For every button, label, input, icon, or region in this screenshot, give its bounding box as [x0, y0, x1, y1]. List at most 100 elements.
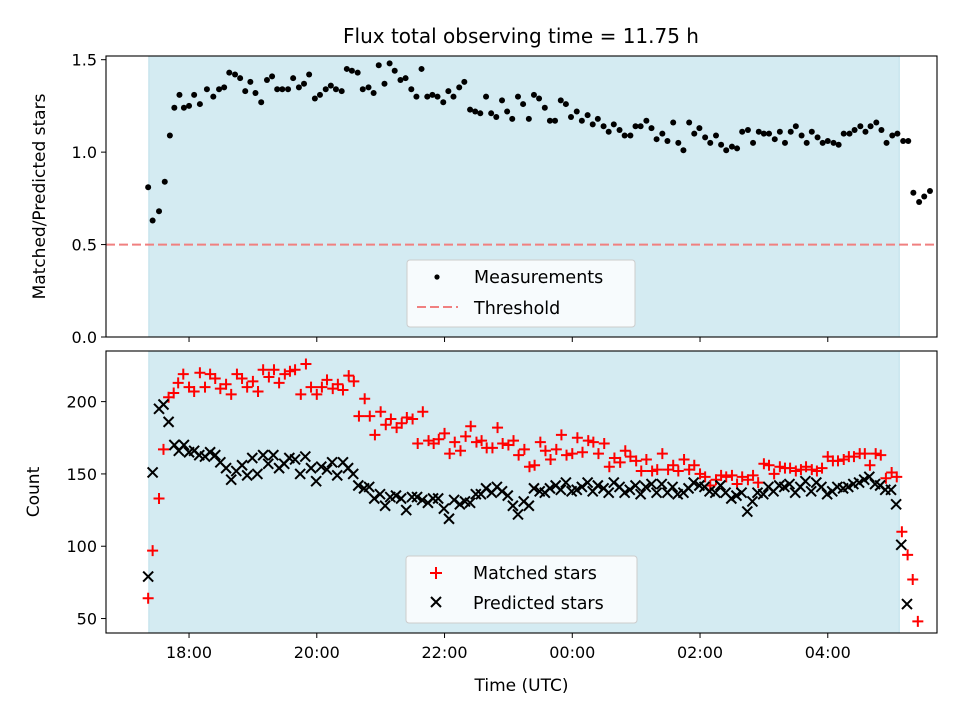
measurement-point — [483, 93, 490, 100]
predicted-star-point — [142, 570, 154, 583]
predicted-star-point — [236, 459, 248, 471]
measurement-point — [910, 189, 917, 196]
measurement-point — [664, 138, 671, 145]
predicted-star-point — [162, 416, 175, 428]
matched-star-point — [651, 464, 663, 476]
measurement-point — [429, 91, 436, 98]
matched-star-point — [752, 477, 764, 489]
measurement-point — [279, 86, 286, 93]
measurement-point — [755, 128, 762, 135]
matched-star-point — [375, 406, 387, 418]
predicted-star-point — [634, 488, 647, 500]
matched-star-point — [529, 459, 541, 471]
predicted-star-point — [257, 449, 269, 461]
measurement-point — [258, 99, 265, 106]
measurement-point — [156, 208, 163, 215]
matched-star-point — [758, 458, 770, 470]
matched-star-point — [241, 381, 253, 393]
measurement-point — [477, 110, 484, 117]
measurement-point — [916, 199, 923, 206]
predicted-star-point — [714, 479, 727, 492]
bottom-y-tick-label: 50 — [77, 610, 97, 629]
measurement-point — [541, 104, 548, 111]
matched-star-point — [736, 471, 748, 483]
predicted-star-point — [602, 487, 615, 499]
matched-star-point — [289, 364, 301, 376]
measurement-point — [814, 134, 821, 141]
predicted-star-point — [655, 478, 668, 490]
predicted-star-point — [560, 476, 572, 489]
top-y-axis-label: Matched/Predicted stars — [30, 93, 50, 299]
measurement-point — [562, 101, 569, 108]
predicted-star-point — [581, 476, 594, 489]
predicted-star-point — [220, 462, 232, 474]
bottom-y-tick-label: 150 — [66, 465, 97, 484]
matched-star-point — [614, 456, 626, 468]
measurement-point — [824, 138, 831, 145]
matched-star-point — [513, 449, 525, 461]
predicted-star-point — [650, 487, 663, 499]
predicted-star-point — [528, 482, 540, 495]
matched-star-point — [539, 445, 551, 457]
measurement-point — [718, 141, 725, 148]
predicted-star-point — [438, 502, 450, 515]
measurement-point — [862, 128, 869, 135]
measurement-point — [659, 130, 666, 137]
predicted-star-point — [267, 449, 280, 461]
matched-star-point — [401, 412, 413, 424]
matched-star-point — [257, 364, 269, 376]
matched-star-point — [880, 472, 892, 484]
measurement-point — [546, 117, 553, 124]
measurement-point — [145, 184, 152, 191]
matched-star-point — [268, 364, 280, 376]
bottom-y-axis-label: Count — [24, 466, 44, 517]
predicted-star-point — [395, 492, 407, 505]
measurement-point — [176, 91, 183, 98]
measurement-point — [900, 138, 907, 145]
measurement-point — [803, 139, 810, 146]
bottom-legend-box — [405, 555, 638, 624]
x-tick-label: 00:00 — [549, 643, 595, 662]
matched-star-point — [364, 410, 376, 422]
predicted-star-point — [544, 482, 556, 495]
measurement-point — [739, 128, 746, 135]
measurement-point — [653, 136, 660, 143]
predicted-star-point — [502, 489, 514, 502]
matched-star-point — [321, 374, 333, 386]
predicted-star-point — [299, 450, 311, 463]
predicted-star-point — [246, 452, 258, 464]
matched-star-point — [444, 448, 456, 460]
matched-star-point — [571, 432, 583, 444]
measurement-point — [285, 86, 292, 93]
measurement-point — [883, 139, 890, 146]
measurement-point — [247, 78, 254, 85]
measurement-point — [274, 86, 281, 93]
measurement-point — [520, 101, 527, 108]
measurement-point — [734, 145, 741, 152]
measurement-point — [263, 77, 270, 84]
top-y-tick-label: 0.5 — [72, 236, 97, 255]
top-legend-box — [406, 259, 636, 328]
predicted-star-point — [157, 398, 170, 411]
predicted-star-point — [326, 456, 338, 469]
measurement-point — [203, 86, 210, 93]
predicted-star-point — [885, 484, 897, 496]
matched-star-point — [699, 471, 711, 483]
predicted-star-point — [523, 500, 535, 512]
predicted-star-point — [331, 469, 343, 482]
top-y-tick-label: 1.0 — [72, 143, 97, 162]
matched-star-point — [273, 377, 285, 389]
matched-star-point — [561, 449, 573, 461]
predicted-star-point — [262, 458, 274, 470]
predicted-star-point — [416, 494, 428, 506]
predicted-star-point — [406, 491, 418, 503]
measurement-point — [434, 93, 441, 100]
predicted-star-point — [555, 484, 567, 496]
matched-star-point — [476, 435, 488, 447]
matched-star-point — [305, 381, 317, 393]
matched-star-point — [199, 381, 211, 393]
measurement-point — [461, 78, 468, 85]
matched-star-point — [619, 445, 631, 457]
matched-star-point — [460, 430, 472, 442]
measurement-point — [343, 65, 350, 72]
